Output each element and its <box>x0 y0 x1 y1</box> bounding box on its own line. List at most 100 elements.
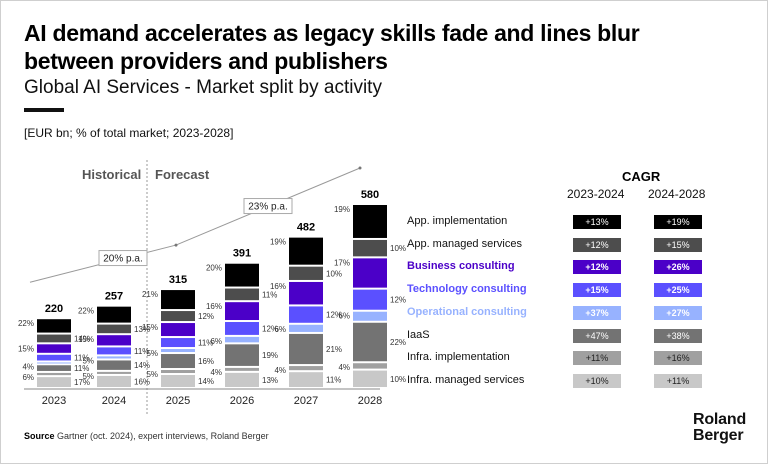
bar-segment-app-implementation-2024 <box>97 306 131 323</box>
cagr-row-label: Business consulting <box>407 260 515 273</box>
segment-share-label: 5% <box>146 370 158 379</box>
bar-segment-iaas-2026 <box>225 344 259 366</box>
logo-line-1: Roland <box>693 411 747 428</box>
segment-share-label: 19% <box>334 205 350 214</box>
cagr-row-label: IaaS <box>407 328 430 341</box>
bar-total-label: 315 <box>169 274 187 286</box>
segment-share-label: 4% <box>22 362 34 371</box>
segment-share-label: 12% <box>326 311 342 320</box>
cagr-row-label: App. managed services <box>407 237 522 250</box>
bar-segment-iaas-2023 <box>37 365 71 371</box>
cagr-value-cell: +37% <box>573 305 621 320</box>
segment-share-label: 15% <box>142 323 158 332</box>
segment-share-label: 22% <box>18 319 34 328</box>
cagr-row-label: Technology consulting <box>407 283 527 296</box>
bar-segment-iaas-2027 <box>289 333 323 365</box>
segment-share-label: 16% <box>270 282 286 291</box>
segment-share-label: 4% <box>274 366 286 375</box>
segment-share-label: 11% <box>74 364 89 373</box>
segment-share-label: 21% <box>142 290 158 299</box>
cagr-value-cell: +13% <box>573 215 621 229</box>
segment-share-label: 4% <box>210 368 222 377</box>
growth-badge-forecast: 23% p.a. <box>243 198 293 215</box>
page-title: AI demand accelerates as legacy skills f… <box>24 20 640 74</box>
growth-badge-box <box>243 198 293 215</box>
bar-segment-business-consulting-2023 <box>37 344 71 353</box>
bar-segment-app-implementation-2027 <box>289 237 323 265</box>
cagr-value-cell: +27% <box>654 305 702 320</box>
cagr-value-cell: +19% <box>654 215 702 229</box>
segment-share-label: 22% <box>78 307 94 316</box>
cagr-value-cell: +15% <box>654 237 702 252</box>
bar-segment-business-consulting-2028 <box>353 258 387 288</box>
cagr-row-label: Operational consulting <box>407 305 527 318</box>
bar-segment-infra-implementation-2024 <box>97 371 131 374</box>
bar-segment-business-consulting-2025 <box>161 323 195 337</box>
segment-share-label: 16% <box>206 302 222 311</box>
roland-berger-logo: Roland Berger <box>693 412 746 444</box>
cagr-value-cell: +15% <box>573 283 621 298</box>
segment-share-label: 12% <box>390 296 406 305</box>
segment-share-label: 6% <box>210 337 222 346</box>
segment-share-label: 16% <box>198 357 214 366</box>
bar-segment-operational-consulting-2024 <box>97 356 131 359</box>
bar-segment-operational-consulting-2028 <box>353 311 387 321</box>
bar-total-label: 391 <box>233 248 251 260</box>
bar-segment-app-implementation-2025 <box>161 290 195 310</box>
x-axis-tick-label: 2027 <box>294 395 318 407</box>
bar-segment-app-implementation-2028 <box>353 205 387 238</box>
cagr-value-cell: +12% <box>573 237 621 252</box>
trend-line-endpoint <box>358 166 362 170</box>
bar-total-label: 220 <box>45 303 63 315</box>
bar-segment-technology-consulting-2024 <box>97 347 131 355</box>
segment-share-label: 11% <box>134 347 149 356</box>
source-note: Source Gartner (oct. 2024), expert inter… <box>24 431 269 441</box>
bars: 17%6%11%4%11%15%14%22%220202316%5%14%5%1… <box>18 189 406 407</box>
segment-share-label: 5% <box>146 349 158 358</box>
segment-share-label: 17% <box>74 378 90 387</box>
bar-segment-app-implementation-2026 <box>225 263 259 287</box>
source-label: Source <box>24 431 55 441</box>
segment-share-label: 15% <box>78 335 94 344</box>
trend-line-endpoint <box>174 243 178 247</box>
growth-badge-box <box>98 250 148 267</box>
cagr-value-cell: +47% <box>573 328 621 343</box>
cagr-value-cell: +11% <box>573 351 621 366</box>
growth-badge-text: 23% p.a. <box>248 202 287 213</box>
segment-share-label: 6% <box>338 312 350 321</box>
segment-share-label: 12% <box>198 312 214 321</box>
bar-segment-infra-implementation-2025 <box>161 370 195 374</box>
bar-segment-app-managed-services-2026 <box>225 288 259 301</box>
bar-total-label: 257 <box>105 291 123 303</box>
segment-share-label: 16% <box>134 377 150 386</box>
bar-segment-infra-implementation-2027 <box>289 366 323 371</box>
cagr-row-label: Infra. managed services <box>407 373 525 386</box>
segment-share-label: 11% <box>262 290 277 299</box>
segment-share-label: 13% <box>134 325 150 334</box>
bar-segment-technology-consulting-2023 <box>37 354 71 361</box>
cagr-value-cell: +25% <box>654 283 702 298</box>
cagr-row-label: App. implementation <box>407 215 508 227</box>
cagr-value-cell: +26% <box>654 260 702 275</box>
cagr-column-header-1: 2023-2024 <box>567 187 625 201</box>
bar-segment-iaas-2025 <box>161 354 195 369</box>
growth-badge-historical: 20% p.a. <box>98 250 148 267</box>
bar-segment-infra-managed-services-2027 <box>289 372 323 387</box>
bar-segment-infra-implementation-2023 <box>37 372 71 376</box>
bar-segment-infra-implementation-2028 <box>353 363 387 369</box>
segment-share-label: 5% <box>82 372 94 381</box>
bar-segment-app-managed-services-2027 <box>289 266 323 280</box>
bar-segment-infra-managed-services-2028 <box>353 370 387 387</box>
cagr-title: CAGR <box>622 169 661 184</box>
bar-segment-app-managed-services-2028 <box>353 239 387 257</box>
x-axis-tick-label: 2026 <box>230 395 254 407</box>
section-label-forecast: Forecast <box>155 167 210 182</box>
segment-share-label: 5% <box>82 356 94 365</box>
bar-segment-iaas-2028 <box>353 322 387 362</box>
bar-segment-business-consulting-2026 <box>225 302 259 321</box>
cagr-row-label: Infra. implementation <box>407 351 510 364</box>
bar-segment-infra-managed-services-2025 <box>161 375 195 387</box>
bar-segment-app-managed-services-2023 <box>37 334 71 343</box>
cagr-value-cell: +12% <box>573 260 621 275</box>
bar-total-label: 482 <box>297 222 315 234</box>
